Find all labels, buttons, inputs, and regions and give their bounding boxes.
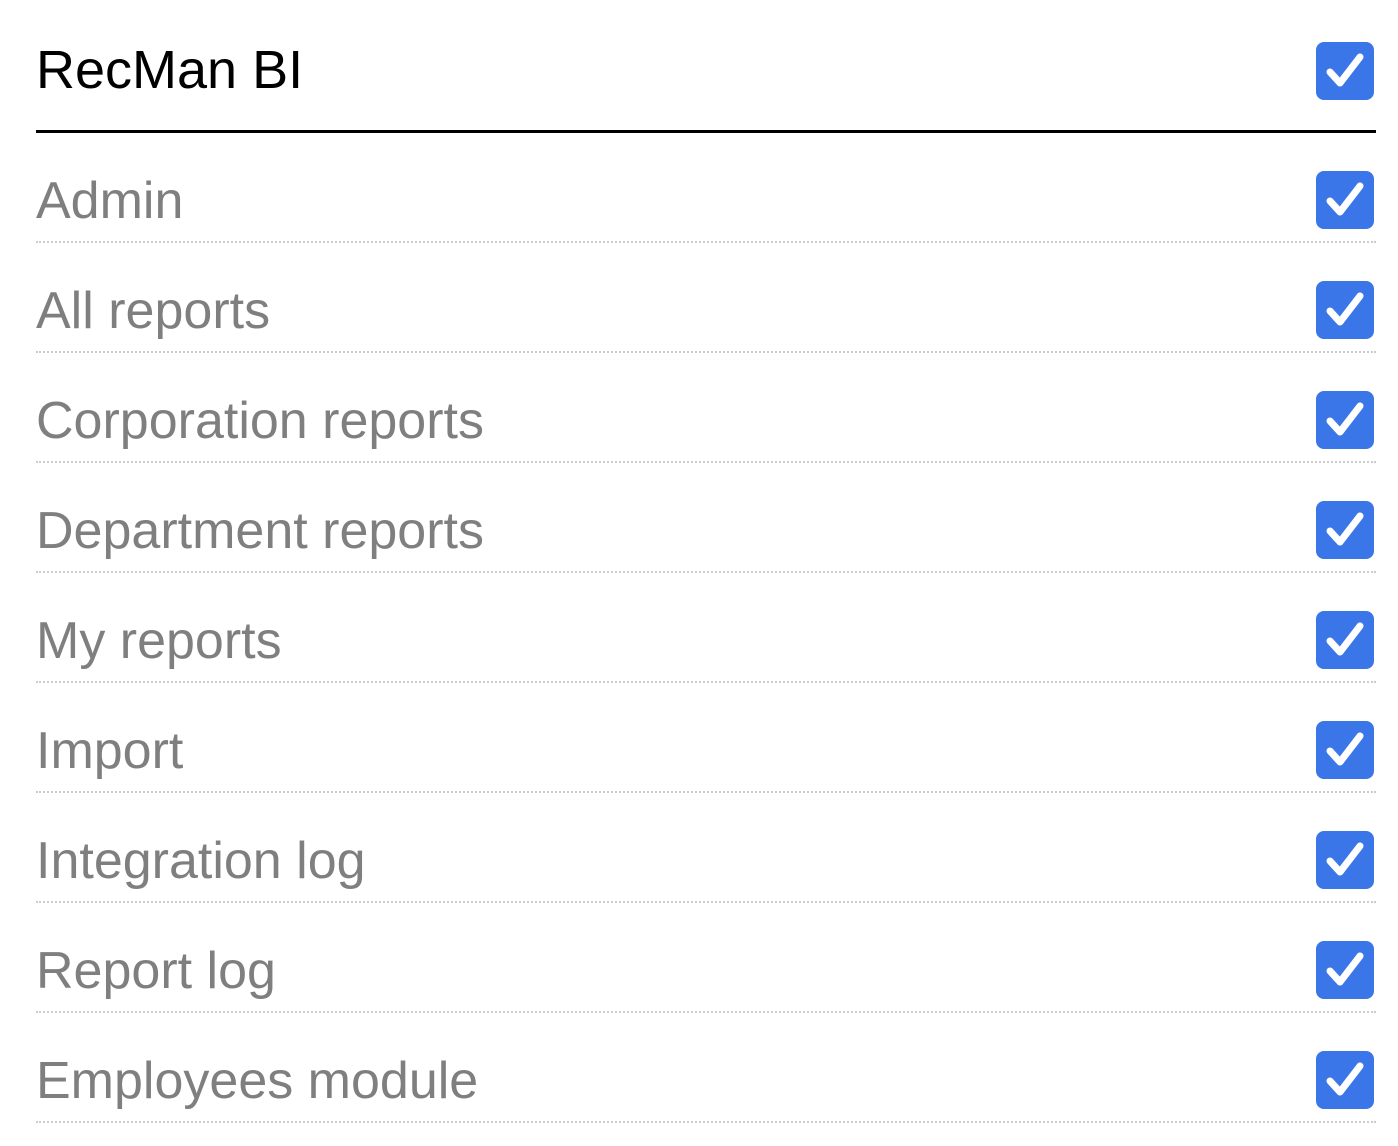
item-row: Corporation reports [36,353,1376,463]
checkmark [1326,622,1364,656]
checkmark [1326,53,1364,87]
checkmark [1326,402,1364,436]
checkmark [1326,182,1364,216]
header: RecMan BI [36,0,1376,133]
checkmark [1326,732,1364,766]
item-list: Admin All reports Corporation reports Depar… [36,133,1376,1123]
item-row: Integration log [36,793,1376,903]
header-title: RecMan BI [36,40,304,100]
checkmark [1326,1062,1364,1096]
checkmark [1326,952,1364,986]
item-row: Employees module [36,1013,1376,1123]
header-checkbox[interactable] [1316,42,1374,100]
item-checkbox[interactable] [1316,281,1374,339]
item-checkbox[interactable] [1316,391,1374,449]
checkmark [1326,842,1364,876]
item-checkbox[interactable] [1316,611,1374,669]
item-label: Admin [36,172,184,230]
item-row: Import [36,683,1376,793]
item-checkbox[interactable] [1316,941,1374,999]
item-row: All reports [36,243,1376,353]
item-label: Integration log [36,832,366,890]
checkmark [1326,292,1364,326]
item-label: Import [36,722,184,780]
permission-panel: RecMan BI Admin All reports Corporation re… [36,0,1376,1123]
checkmark [1326,512,1364,546]
item-label: Department reports [36,502,484,560]
item-row: Report log [36,903,1376,1013]
item-checkbox[interactable] [1316,831,1374,889]
item-label: My reports [36,612,282,670]
item-row: My reports [36,573,1376,683]
item-label: Report log [36,942,276,1000]
item-checkbox[interactable] [1316,501,1374,559]
item-checkbox[interactable] [1316,171,1374,229]
item-row: Department reports [36,463,1376,573]
item-label: Employees module [36,1052,479,1110]
item-checkbox[interactable] [1316,1051,1374,1109]
item-row: Admin [36,133,1376,243]
item-label: Corporation reports [36,392,484,450]
item-label: All reports [36,282,271,340]
item-checkbox[interactable] [1316,721,1374,779]
